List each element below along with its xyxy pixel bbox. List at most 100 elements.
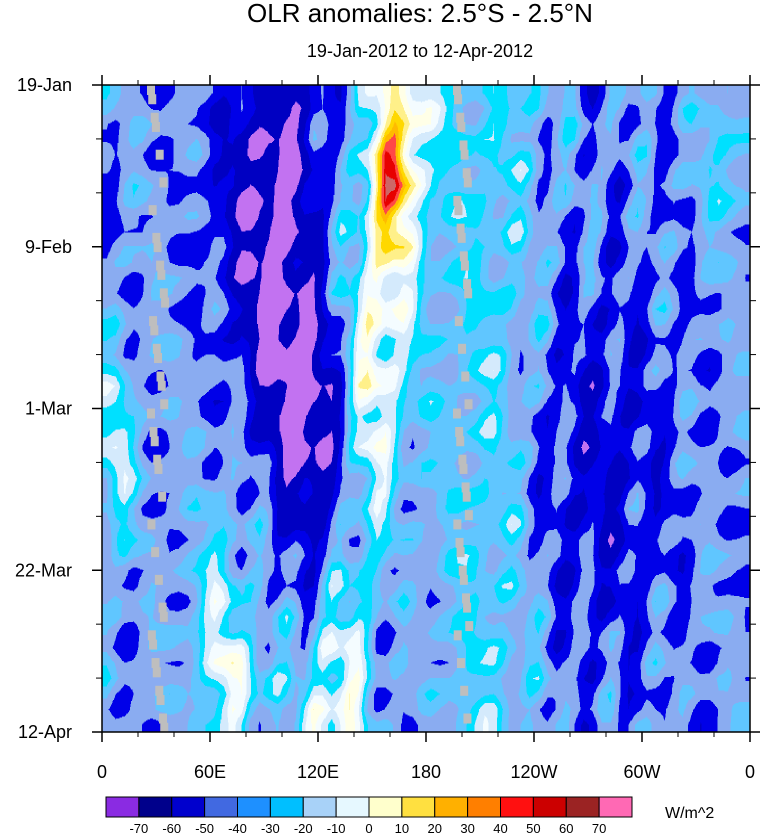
missing-data-cell bbox=[152, 232, 161, 243]
missing-data-cell bbox=[458, 343, 467, 354]
missing-data-cell bbox=[453, 195, 462, 206]
missing-data-cell bbox=[157, 269, 166, 280]
y-tick-label: 1-Mar bbox=[25, 399, 72, 419]
chart-subtitle: 19-Jan-2012 to 12-Apr-2012 bbox=[307, 41, 533, 61]
colorbar-tick-label: -40 bbox=[228, 821, 247, 834]
missing-data-mask bbox=[147, 85, 474, 732]
missing-data-cell bbox=[153, 454, 162, 465]
colorbar-units: W/m^2 bbox=[665, 805, 714, 822]
missing-data-cell bbox=[458, 565, 467, 576]
colorbar-tick-label: -30 bbox=[261, 821, 280, 834]
colorbar-swatch bbox=[335, 796, 370, 818]
missing-data-cell bbox=[463, 279, 472, 290]
missing-data-cell bbox=[460, 685, 469, 696]
missing-data-cell bbox=[456, 223, 465, 234]
colorbar-swatch bbox=[105, 796, 140, 818]
missing-data-cell bbox=[454, 94, 463, 105]
missing-data-cell bbox=[456, 658, 465, 669]
missing-data-cell bbox=[461, 482, 470, 493]
anomaly-field bbox=[102, 85, 750, 732]
missing-data-cell bbox=[463, 177, 472, 188]
missing-data-cell bbox=[152, 343, 161, 354]
x-tick-label: 120W bbox=[510, 762, 557, 782]
missing-data-cell bbox=[159, 611, 168, 622]
missing-data-cell bbox=[150, 436, 159, 447]
x-tick-label: 60W bbox=[623, 762, 660, 782]
missing-data-cell bbox=[154, 463, 163, 474]
colorbar-tick-label: 60 bbox=[559, 821, 573, 834]
missing-data-cell bbox=[156, 260, 165, 271]
missing-data-cell bbox=[151, 658, 160, 669]
colorbar-tick-label: -70 bbox=[129, 821, 148, 834]
missing-data-cell bbox=[161, 297, 170, 308]
missing-data-cell bbox=[462, 491, 471, 502]
colorbar-tick-label: 0 bbox=[365, 821, 372, 834]
colorbar-swatch bbox=[532, 796, 567, 818]
colorbar-tick-label: -10 bbox=[327, 821, 346, 834]
missing-data-cell bbox=[462, 168, 471, 179]
x-axis: 0 60E 120E 180 120W 60W 0 bbox=[97, 75, 755, 782]
missing-data-cell bbox=[459, 251, 468, 262]
missing-data-cell bbox=[158, 602, 167, 613]
y-tick-label: 9-Feb bbox=[25, 237, 72, 257]
missing-data-cell bbox=[465, 621, 474, 632]
missing-data-cell bbox=[455, 426, 464, 437]
y-tick-label: 12-Apr bbox=[18, 722, 72, 742]
missing-data-cell bbox=[160, 722, 169, 732]
x-tick-label: 0 bbox=[745, 762, 755, 782]
missing-data-cell bbox=[462, 593, 470, 604]
missing-data-cell bbox=[153, 242, 162, 253]
missing-data-cell bbox=[461, 371, 470, 382]
missing-data-cell bbox=[453, 85, 461, 95]
colorbar-swatch bbox=[204, 796, 238, 818]
missing-data-cell bbox=[152, 667, 161, 678]
missing-data-cell bbox=[149, 426, 158, 437]
colorbar-swatch bbox=[434, 796, 469, 818]
missing-data-cell bbox=[463, 713, 472, 724]
colorbar-swatch bbox=[138, 796, 173, 818]
missing-data-cell bbox=[454, 205, 463, 216]
y-axis: 19-Jan 9-Feb 1-Mar 22-Mar 12-Apr bbox=[15, 75, 760, 742]
anomaly-field-image bbox=[102, 85, 750, 732]
missing-data-cell bbox=[454, 316, 463, 327]
missing-data-cell bbox=[453, 408, 461, 419]
missing-data-cell bbox=[158, 491, 167, 502]
missing-data-cell bbox=[456, 547, 465, 558]
missing-data-cell bbox=[159, 713, 168, 724]
missing-data-cell bbox=[159, 288, 168, 299]
missing-data-cell bbox=[155, 685, 164, 696]
colorbar-tick-label: -60 bbox=[162, 821, 181, 834]
missing-data-cell bbox=[156, 371, 165, 382]
missing-data-cell bbox=[149, 316, 158, 327]
missing-data-cell bbox=[157, 380, 166, 391]
colorbar-swatch bbox=[302, 796, 337, 818]
missing-data-cell bbox=[455, 537, 464, 548]
missing-data-cell bbox=[147, 85, 155, 95]
colorbar-tick-label: -20 bbox=[294, 821, 313, 834]
missing-data-cell bbox=[453, 519, 462, 530]
missing-data-cell bbox=[456, 112, 465, 123]
missing-data-cell bbox=[149, 639, 158, 650]
missing-data-cell bbox=[456, 436, 465, 447]
x-tick-label: 120E bbox=[297, 762, 339, 782]
missing-data-cell bbox=[460, 260, 469, 271]
colorbar-tick-label: 70 bbox=[592, 821, 606, 834]
missing-data-cell bbox=[147, 630, 156, 641]
missing-data-cell bbox=[464, 510, 473, 521]
plot-area bbox=[102, 85, 750, 732]
missing-data-cell bbox=[160, 399, 169, 410]
colorbar-tick-label: 40 bbox=[493, 821, 507, 834]
missing-data-cell bbox=[151, 547, 160, 558]
x-tick-label: 60E bbox=[194, 762, 226, 782]
missing-data-cell bbox=[154, 574, 163, 585]
x-tick-label: 180 bbox=[411, 762, 441, 782]
colorbar-swatch bbox=[565, 796, 600, 818]
colorbar-swatch bbox=[500, 796, 534, 818]
colorbar-tick-label: 20 bbox=[428, 821, 442, 834]
missing-data-cell bbox=[147, 519, 156, 530]
missing-data-cell bbox=[159, 177, 168, 188]
missing-data-cell bbox=[453, 630, 462, 641]
colorbar-swatch bbox=[598, 796, 633, 818]
missing-data-cell bbox=[457, 121, 466, 132]
